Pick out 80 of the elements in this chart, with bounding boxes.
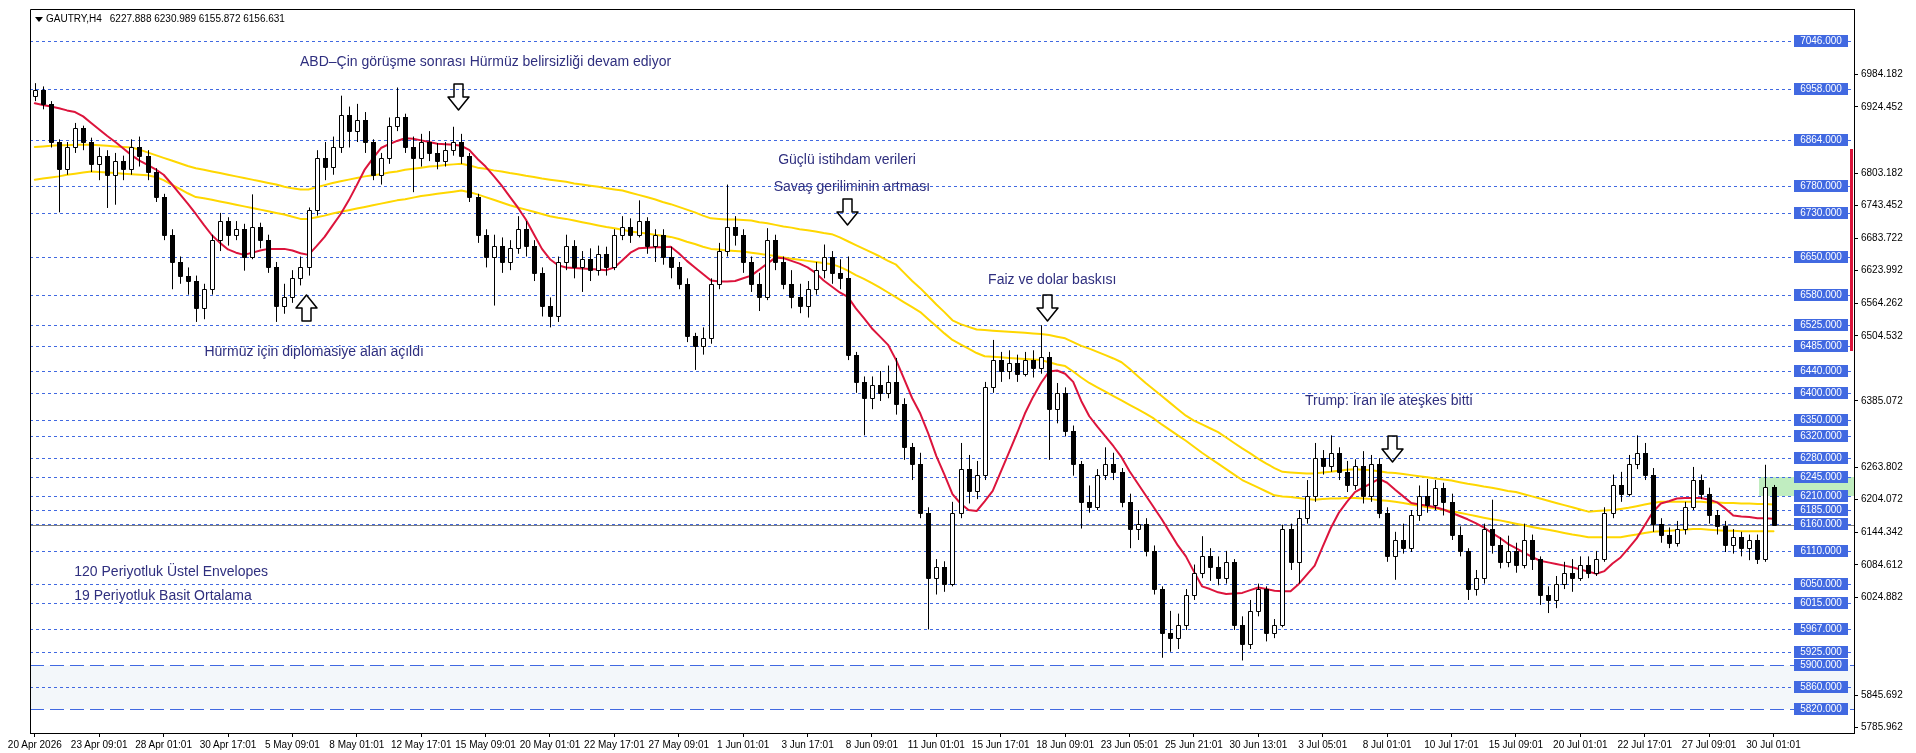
x-tick-label: 8 Jun 09:01: [845, 738, 899, 750]
x-tick-label: 20 May 01:01: [519, 738, 581, 750]
ref-line-label: 6050.000: [1800, 578, 1843, 590]
x-tick-label: 23 Apr 09:01: [70, 738, 129, 750]
ref-line-label: 6580.000: [1800, 289, 1843, 301]
x-tick-label: 23 Jun 05:01: [1100, 738, 1159, 750]
y-tick-label: 6623.992: [1861, 264, 1904, 276]
x-tick-label: 28 Apr 01:01: [135, 738, 193, 750]
ref-line-label: 6958.000: [1800, 83, 1843, 95]
annotation: 120 Periyotluk Üstel Envelopes: [74, 561, 269, 579]
ref-line-label: 6485.000: [1800, 340, 1843, 352]
ref-line-label: 5820.000: [1800, 703, 1843, 715]
chart-title: GAUTRY,H4: [46, 12, 103, 24]
ref-line-label: 6185.000: [1800, 504, 1843, 516]
x-tick-label: 3 Jul 05:01: [1298, 738, 1348, 750]
x-tick-label: 12 May 17:01: [390, 738, 452, 750]
y-tick-label: 6743.452: [1861, 199, 1904, 211]
chart-subtitle: 6227.888 6230.989 6155.872 6156.631: [109, 12, 286, 24]
x-tick-label: 25 Jun 21:01: [1165, 738, 1224, 750]
annotation: Savaş geriliminin artması: [773, 177, 931, 194]
ref-line-label: 6110.000: [1800, 545, 1842, 557]
y-tick-label: 6564.262: [1861, 297, 1904, 308]
ref-line-label: 6730.000: [1800, 207, 1843, 219]
ref-line-label: 6280.000: [1800, 452, 1843, 464]
x-tick-label: 20 Jul 01:01: [1553, 738, 1608, 750]
x-tick-label: 18 Jun 09:01: [1036, 738, 1095, 750]
ref-line-label: 5967.000: [1800, 623, 1843, 635]
y-tick-label: 6263.802: [1861, 460, 1904, 472]
y-tick-label: 6084.612: [1861, 558, 1904, 570]
x-tick-label: 3 Jun 17:01: [781, 738, 835, 750]
annotation: Faiz ve dolar baskısı: [988, 270, 1117, 287]
x-tick-label: 15 Jul 09:01: [1488, 738, 1544, 750]
y-tick-label: 6984.182: [1861, 68, 1904, 80]
y-tick-label: 6385.072: [1861, 394, 1904, 406]
x-tick-label: 8 May 01:01: [329, 738, 385, 750]
x-tick-label: 30 Jun 13:01: [1229, 738, 1288, 750]
x-tick-label: 30 Apr 17:01: [199, 738, 257, 750]
x-tick-label: 30 Jul 01:01: [1746, 738, 1802, 750]
ref-line-label: 5925.000: [1800, 646, 1843, 658]
ref-line-label: 6650.000: [1800, 251, 1843, 263]
ref-line-label: 6400.000: [1800, 387, 1843, 399]
ref-line-label: 6210.000: [1800, 490, 1843, 502]
annotation: 19 Periyotluk Basit Ortalama: [74, 586, 252, 603]
x-tick-label: 5 May 09:01: [264, 738, 321, 750]
x-tick-label: 15 May 09:01: [455, 738, 517, 750]
ref-line-label: 6440.000: [1800, 365, 1843, 377]
ref-line-label: 6525.000: [1800, 319, 1843, 331]
annotation: ABD–Çin görüşme sonrası Hürmüz belirsizliği devam ediyor: [300, 52, 672, 69]
ref-line-label: 7046.000: [1800, 35, 1843, 47]
ref-line-label: 6245.000: [1800, 471, 1843, 483]
y-tick-label: 6683.722: [1861, 231, 1904, 243]
ref-line-label: 6864.000: [1800, 134, 1843, 146]
y-tick-label: 5785.962: [1861, 721, 1904, 733]
x-tick-label: 1 Jun 01:01: [717, 738, 770, 750]
ref-line-label: 6780.000: [1800, 180, 1843, 192]
annotation: Hürmüz için diplomasiye alan açıldı: [204, 342, 424, 359]
x-tick-label: 8 Jul 01:01: [1362, 738, 1413, 750]
annotation: Trump: İran ile ateşkes bitti: [1304, 390, 1473, 408]
x-tick-label: 22 May 17:01: [584, 738, 646, 750]
ref-line-label: 6015.000: [1800, 597, 1843, 609]
y-tick-label: 6504.532: [1861, 329, 1904, 341]
x-tick-label: 27 May 09:01: [648, 738, 710, 750]
x-tick-label: 11 Jun 01:01: [907, 738, 966, 750]
ref-line-label: 6320.000: [1800, 430, 1843, 442]
ref-line-label: 6160.000: [1800, 518, 1843, 530]
y-tick-label: 6204.072: [1861, 493, 1904, 505]
x-tick-label: 27 Jul 09:01: [1681, 738, 1737, 750]
x-tick-label: 20 Apr 2026: [7, 738, 63, 750]
y-tick-label: 6803.182: [1861, 166, 1904, 178]
annotation: Güçlü istihdam verileri: [778, 150, 916, 167]
y-tick-label: 6144.342: [1861, 525, 1904, 537]
y-tick-label: 6024.882: [1861, 591, 1904, 603]
ref-line-label: 5900.000: [1800, 659, 1843, 671]
y-tick-label: 5845.692: [1861, 688, 1904, 700]
x-tick-label: 10 Jul 17:01: [1424, 738, 1480, 750]
ref-line-label: 5860.000: [1800, 681, 1843, 693]
ref-line-label: 6350.000: [1800, 414, 1843, 426]
x-tick-label: 15 Jun 17:01: [971, 738, 1031, 750]
x-tick-label: 22 Jul 17:01: [1617, 738, 1673, 750]
y-tick-label: 6924.452: [1861, 100, 1904, 112]
